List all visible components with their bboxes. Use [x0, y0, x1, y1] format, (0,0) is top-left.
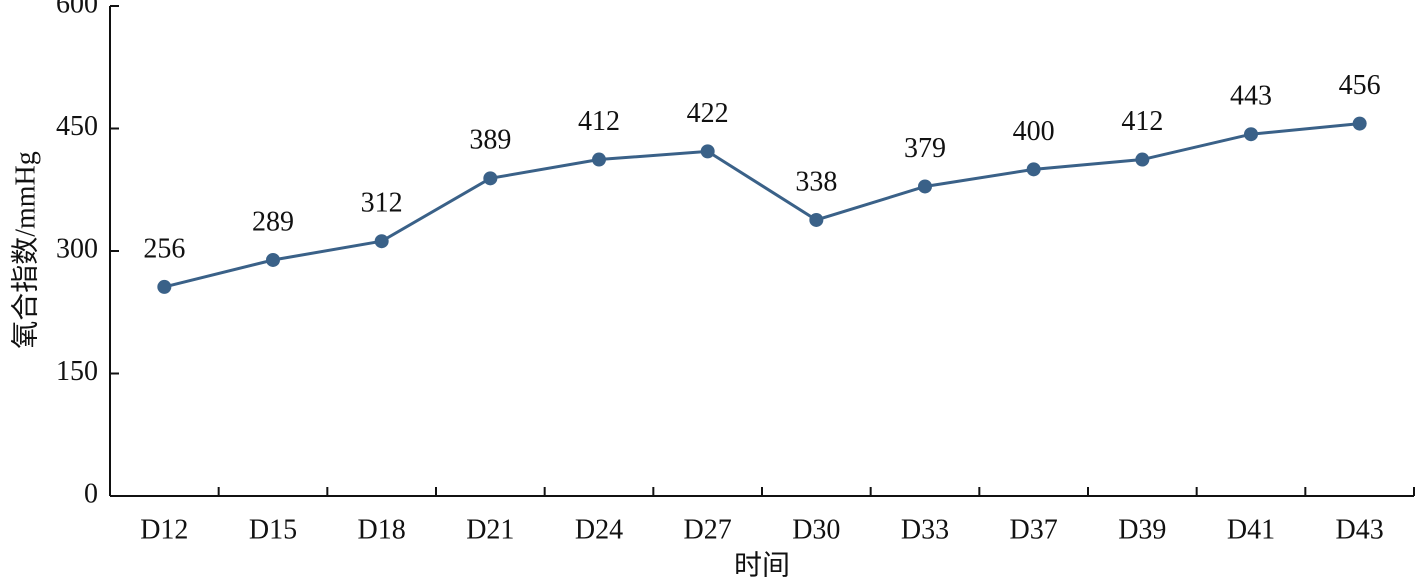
point — [374, 234, 389, 249]
y-axis-label: 氧合指数/mmHg — [9, 151, 41, 349]
data-label: 456 — [1339, 70, 1381, 101]
x-tick-label: D30 — [792, 514, 840, 545]
series-line — [163, 122, 1360, 289]
y-tick-label: 150 — [56, 356, 98, 387]
data-label: 256 — [143, 233, 185, 264]
point — [918, 179, 932, 194]
point — [1135, 152, 1150, 167]
y-tick-label: 0 — [84, 478, 98, 509]
x-tick-label: D27 — [684, 514, 732, 545]
x-tick-label: D33 — [901, 514, 949, 545]
point — [592, 152, 606, 167]
x-tick-label: D15 — [249, 514, 297, 545]
data-label: 422 — [687, 98, 729, 129]
data-label: 312 — [361, 188, 403, 219]
data-label: 443 — [1230, 81, 1272, 112]
x-tick-label: D21 — [466, 514, 514, 545]
point — [1352, 116, 1367, 131]
data-label: 379 — [904, 133, 946, 164]
x-tick-label: D18 — [358, 514, 406, 545]
point — [809, 212, 824, 227]
data-label: 412 — [1121, 106, 1163, 137]
point — [1244, 127, 1258, 142]
data-label: 338 — [795, 166, 837, 197]
data-label: 412 — [578, 106, 620, 137]
data-label: 289 — [252, 206, 294, 237]
point — [700, 144, 715, 159]
x-tick-label: D24 — [575, 514, 623, 545]
x-tick-label: D37 — [1010, 514, 1058, 545]
x-tick-label: D41 — [1227, 514, 1275, 545]
y-tick-label: 600 — [56, 0, 98, 19]
data-label: 400 — [1013, 116, 1055, 147]
y-tick-label: 450 — [56, 111, 98, 142]
point — [483, 171, 498, 186]
x-tick-label: D12 — [140, 514, 188, 545]
point — [157, 279, 172, 294]
x-axis-label: 时间 — [734, 549, 790, 581]
data-label: 389 — [469, 125, 511, 156]
x-tick-label: D43 — [1336, 514, 1384, 545]
point — [266, 252, 280, 267]
point — [1026, 162, 1041, 177]
x-tick-label: D39 — [1118, 514, 1166, 545]
y-tick-label: 300 — [56, 233, 98, 264]
